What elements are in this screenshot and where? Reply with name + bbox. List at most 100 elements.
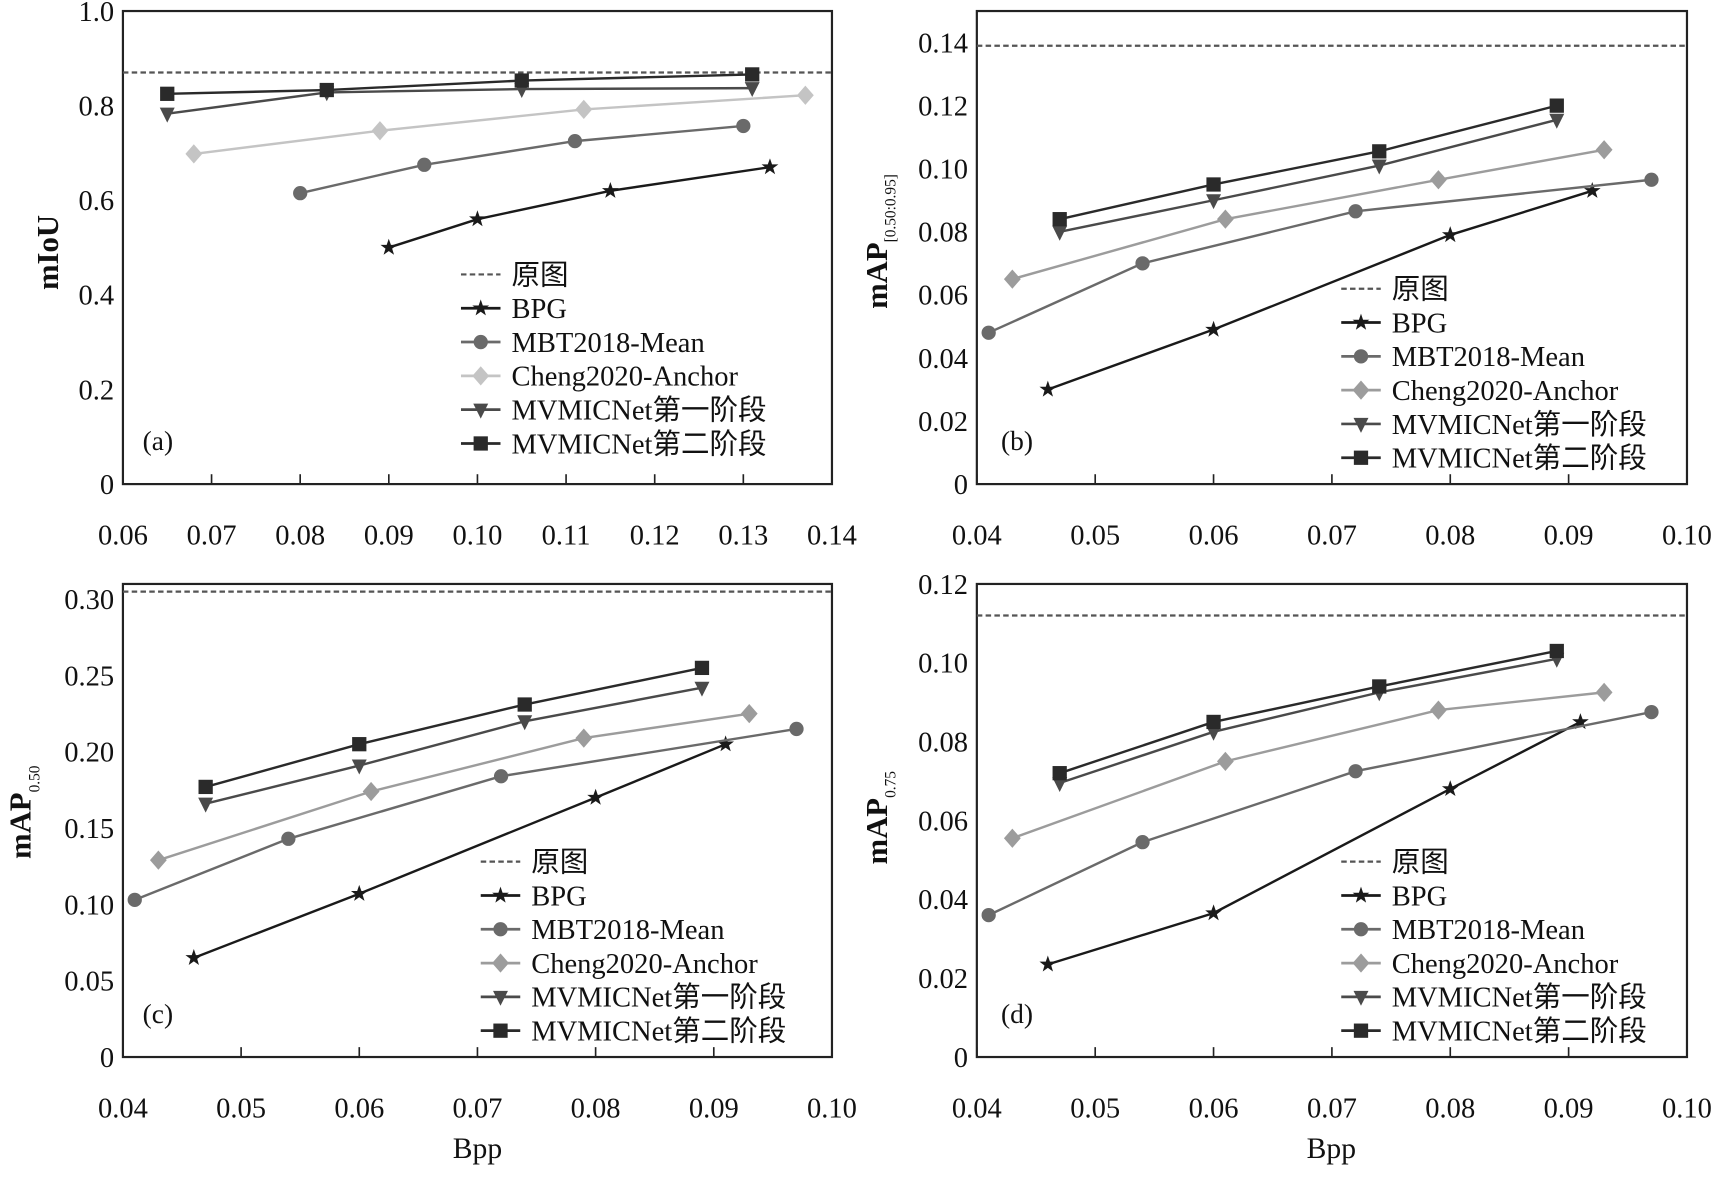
data-point <box>981 907 996 923</box>
legend-marker <box>493 990 508 1006</box>
data-point <box>1441 780 1459 797</box>
data-point <box>1216 751 1234 771</box>
x-tick-label: 0.06 <box>1189 520 1239 551</box>
data-point <box>517 697 532 712</box>
series-line <box>1047 189 1593 391</box>
data-point <box>127 892 142 907</box>
x-tick-label: 0.06 <box>334 1093 384 1124</box>
series-line <box>988 710 1652 917</box>
series-star <box>380 158 779 255</box>
series-star <box>185 735 735 965</box>
y-axis-title-main: mAP <box>860 798 894 865</box>
data-point <box>1430 700 1447 720</box>
x-tick-label: 0.11 <box>542 520 591 551</box>
legend-marker <box>1353 1023 1369 1038</box>
series-line <box>205 686 703 805</box>
series-star <box>1039 182 1601 397</box>
series-line <box>1059 657 1558 785</box>
x-axis-title: Bpp <box>453 1133 502 1165</box>
x-tick-label: 0.10 <box>1662 520 1712 551</box>
legend-label: MBT2018-Mean <box>511 328 704 359</box>
legend-label: Cheng2020-Anchor <box>1392 376 1619 407</box>
data-point <box>185 948 203 965</box>
data-point <box>1441 226 1459 243</box>
data-point <box>159 107 175 123</box>
data-point <box>198 779 213 795</box>
data-point <box>1003 269 1021 289</box>
y-tick-label: 0.10 <box>918 649 968 680</box>
legend-marker <box>1352 313 1370 330</box>
series-line <box>1011 691 1605 840</box>
legend-label: MVMICNet第一阶段 <box>1392 409 1647 441</box>
data-point <box>1206 177 1221 192</box>
y-tick-label: 0.30 <box>64 585 114 616</box>
x-tick-label: 0.14 <box>807 520 857 551</box>
legend-label: MBT2018-Mean <box>1392 915 1585 946</box>
x-tick-label: 0.09 <box>689 1093 739 1124</box>
data-point <box>352 737 367 752</box>
data-point <box>575 99 593 120</box>
chart-panel-c: 0.04 0.05 0.06 0.07 0.08 0.09 0.10 0 0.05 0.10 0.1… <box>4 582 857 1165</box>
x-tick-label: 0.07 <box>452 1093 502 1124</box>
y-axis-title: mIoU <box>31 215 65 290</box>
legend-label: MVMICNet第一阶段 <box>531 982 786 1014</box>
data-point <box>1216 209 1234 229</box>
data-point <box>694 681 710 697</box>
data-point <box>1372 144 1387 159</box>
data-point <box>694 660 710 676</box>
legend-label: MVMICNet第二阶段 <box>531 1016 786 1048</box>
legend: 原图BPGMBT2018-MeanCheng2020-AnchorMVMICNe… <box>480 848 786 1048</box>
y-tick-label: 0.02 <box>918 964 968 995</box>
legend-label: 原图 <box>1392 275 1449 306</box>
x-tick-label: 0.08 <box>1425 520 1475 551</box>
panel-label: (c) <box>143 999 173 1029</box>
legend-marker <box>1352 886 1370 903</box>
data-point <box>1595 682 1613 702</box>
data-point <box>1430 170 1447 190</box>
series-line <box>167 86 753 115</box>
legend-label: MVMICNet第二阶段 <box>1392 443 1647 475</box>
series-square <box>198 660 710 795</box>
series-triangle-down <box>198 681 710 813</box>
legend-label: MBT2018-Mean <box>531 915 724 946</box>
x-tick-label: 0.04 <box>952 1093 1002 1124</box>
legend-label: MVMICNet第二阶段 <box>511 428 766 460</box>
panel-label: (b) <box>1001 426 1033 456</box>
data-point <box>362 781 380 802</box>
x-tick-label: 0.12 <box>630 520 680 551</box>
legend-label: MVMICNet第一阶段 <box>511 395 766 427</box>
series-square <box>1052 98 1564 227</box>
y-tick-label: 0.12 <box>918 570 968 601</box>
series-line <box>205 666 703 789</box>
legend-label: MVMICNet第二阶段 <box>1392 1016 1647 1048</box>
x-tick-label: 0.07 <box>1307 520 1357 551</box>
series-line <box>1047 720 1582 966</box>
y-tick-label: 1.0 <box>78 0 114 28</box>
series-line <box>299 124 744 195</box>
data-point <box>514 73 529 88</box>
data-point <box>1644 704 1659 720</box>
data-point <box>198 797 214 813</box>
y-tick-label: 0.20 <box>64 738 114 769</box>
data-point <box>417 157 432 172</box>
series-star <box>1039 713 1589 972</box>
panel-label: (d) <box>1001 999 1033 1029</box>
series-line <box>1012 148 1605 281</box>
legend-marker <box>492 953 509 973</box>
y-tick-label: 0 <box>100 470 114 501</box>
series-circle <box>127 721 804 907</box>
y-tick-label: 0.15 <box>64 814 114 845</box>
data-point <box>1595 140 1613 160</box>
legend-marker <box>493 922 508 937</box>
data-point <box>1135 835 1150 850</box>
x-tick-label: 0.10 <box>807 1093 857 1124</box>
y-tick-label: 0.14 <box>918 28 968 59</box>
legend-label: BPG <box>1392 308 1447 339</box>
data-point <box>185 144 203 164</box>
data-point <box>380 238 398 255</box>
data-point <box>761 158 779 175</box>
x-tick-label: 0.05 <box>1070 1093 1120 1124</box>
series-line <box>158 712 750 862</box>
y-axis-title: mAP[0.50:0.95] <box>860 174 900 309</box>
data-point <box>1572 713 1589 730</box>
